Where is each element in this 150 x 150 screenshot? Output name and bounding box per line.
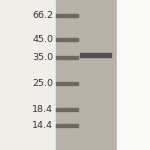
Text: 18.4: 18.4 (32, 105, 53, 114)
Bar (56, 82, 78, 85)
Bar (117, 0, 150, 150)
Bar (56, 108, 78, 111)
Text: 66.2: 66.2 (32, 11, 53, 20)
Bar (56, 124, 78, 127)
Bar (56, 38, 78, 41)
Bar (56, 14, 78, 17)
Text: 45.0: 45.0 (32, 35, 53, 44)
Text: 14.4: 14.4 (32, 121, 53, 130)
Bar (80, 53, 111, 57)
Bar (56, 0, 117, 150)
Text: 25.0: 25.0 (32, 79, 53, 88)
Text: 35.0: 35.0 (32, 53, 53, 62)
Bar (56, 56, 78, 59)
